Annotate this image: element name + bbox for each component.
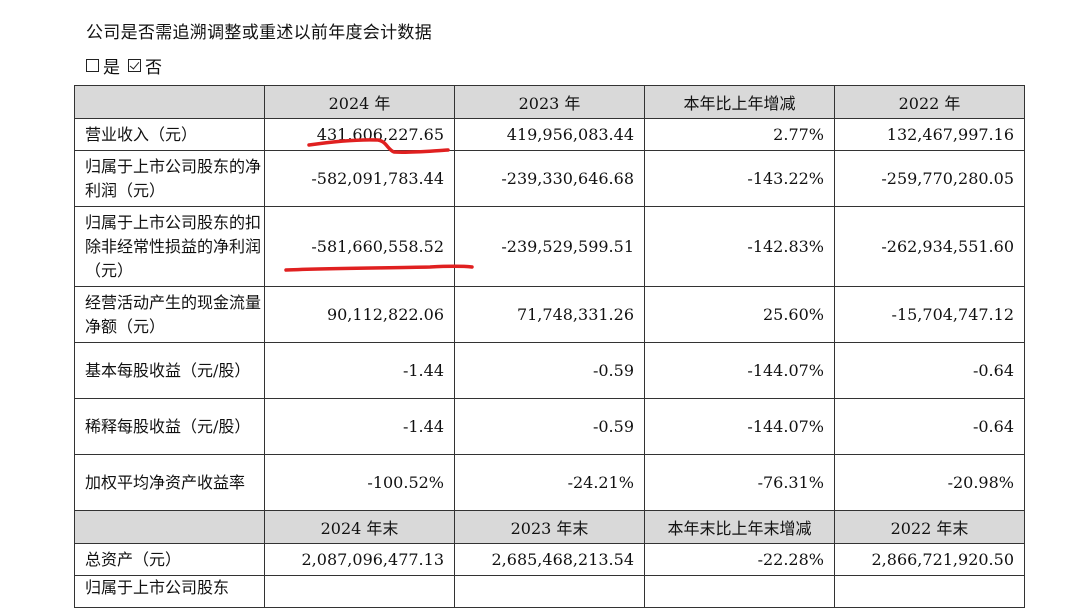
cell-value: 2,685,468,213.54: [454, 543, 645, 576]
row-label: 归属于上市公司股东的扣除非经常性损益的净利润（元）: [74, 206, 265, 287]
header-cell: 2023 年: [454, 85, 645, 119]
row-label: 稀释每股收益（元/股）: [74, 398, 265, 455]
row-label: 经营活动产生的现金流量净额（元）: [74, 286, 265, 343]
table-row: 营业收入（元） 431,606,227.65 419,956,083.44 2.…: [74, 118, 1025, 151]
choice-no[interactable]: 否: [128, 53, 162, 78]
header-cell: [74, 510, 265, 544]
cell-value: 2.77%: [644, 118, 835, 151]
header-cell: 本年比上年增减: [644, 85, 835, 119]
table-row: 基本每股收益（元/股） -1.44 -0.59 -144.07% -0.64: [74, 342, 1025, 399]
cell-value: -0.64: [834, 398, 1025, 455]
cell-value: -1.44: [264, 342, 455, 399]
cell-value: 132,467,997.16: [834, 118, 1025, 151]
cell-value: 2,087,096,477.13: [264, 543, 455, 576]
row-label: 加权平均净资产收益率: [74, 454, 265, 511]
cell-value: [834, 575, 1025, 608]
row-label: 归属于上市公司股东: [74, 575, 265, 608]
table-header-row: 2024 年 2023 年 本年比上年增减 2022 年: [74, 85, 1025, 119]
cell-value: 2,866,721,920.50: [834, 543, 1025, 576]
cell-value: 71,748,331.26: [454, 286, 645, 343]
table-row: 归属于上市公司股东的净利润（元） -582,091,783.44 -239,33…: [74, 150, 1025, 207]
header-cell: 2024 年末: [264, 510, 455, 544]
checkbox-checked-icon[interactable]: [128, 59, 141, 72]
table-row: 经营活动产生的现金流量净额（元） 90,112,822.06 71,748,33…: [74, 286, 1025, 343]
cell-value: -0.59: [454, 342, 645, 399]
cell-value: -1.44: [264, 398, 455, 455]
cell-value: -15,704,747.12: [834, 286, 1025, 343]
cell-value: -0.59: [454, 398, 645, 455]
cell-value: [644, 575, 835, 608]
cell-value: -582,091,783.44: [264, 150, 455, 207]
cell-value: -144.07%: [644, 342, 835, 399]
header-cell: 2022 年末: [834, 510, 1025, 544]
cell-value: -581,660,558.52: [264, 206, 455, 287]
table-row: 归属于上市公司股东: [74, 575, 1025, 608]
header-cell: 本年末比上年末增减: [644, 510, 835, 544]
checkbox-unchecked-icon[interactable]: [86, 59, 99, 72]
cell-value: -22.28%: [644, 543, 835, 576]
cell-value: -20.98%: [834, 454, 1025, 511]
cell-value: -239,330,646.68: [454, 150, 645, 207]
cell-value: 431,606,227.65: [264, 118, 455, 151]
cell-value: [454, 575, 645, 608]
header-cell: 2022 年: [834, 85, 1025, 119]
header-cell: 2023 年末: [454, 510, 645, 544]
row-label: 总资产（元）: [74, 543, 265, 576]
cell-value: -76.31%: [644, 454, 835, 511]
table-row: 稀释每股收益（元/股） -1.44 -0.59 -144.07% -0.64: [74, 398, 1025, 455]
cell-value: -259,770,280.05: [834, 150, 1025, 207]
table-row: 归属于上市公司股东的扣除非经常性损益的净利润（元） -581,660,558.5…: [74, 206, 1025, 287]
cell-value: -0.64: [834, 342, 1025, 399]
table-row: 加权平均净资产收益率 -100.52% -24.21% -76.31% -20.…: [74, 454, 1025, 511]
row-label: 归属于上市公司股东的净利润（元）: [74, 150, 265, 207]
cell-value: [264, 575, 455, 608]
choice-yes[interactable]: 是: [86, 53, 120, 78]
row-label: 基本每股收益（元/股）: [74, 342, 265, 399]
cell-value: -239,529,599.51: [454, 206, 645, 287]
cell-value: 419,956,083.44: [454, 118, 645, 151]
choice-no-label: 否: [145, 58, 162, 78]
cell-value: 90,112,822.06: [264, 286, 455, 343]
cell-value: -262,934,551.60: [834, 206, 1025, 287]
choice-group: 是 否: [86, 53, 162, 78]
table-row: 总资产（元） 2,087,096,477.13 2,685,468,213.54…: [74, 543, 1025, 576]
cell-value: -143.22%: [644, 150, 835, 207]
cell-value: -24.21%: [454, 454, 645, 511]
choice-yes-label: 是: [103, 58, 120, 78]
cell-value: 25.60%: [644, 286, 835, 343]
row-label: 营业收入（元）: [74, 118, 265, 151]
header-cell: 2024 年: [264, 85, 455, 119]
financial-data-table: 2024 年 2023 年 本年比上年增减 2022 年 营业收入（元） 431…: [74, 85, 1025, 608]
header-cell: [74, 85, 265, 119]
question-text: 公司是否需追溯调整或重述以前年度会计数据: [86, 23, 432, 43]
cell-value: -144.07%: [644, 398, 835, 455]
cell-value: -142.83%: [644, 206, 835, 287]
table-header-row: 2024 年末 2023 年末 本年末比上年末增减 2022 年末: [74, 510, 1025, 544]
cell-value: -100.52%: [264, 454, 455, 511]
